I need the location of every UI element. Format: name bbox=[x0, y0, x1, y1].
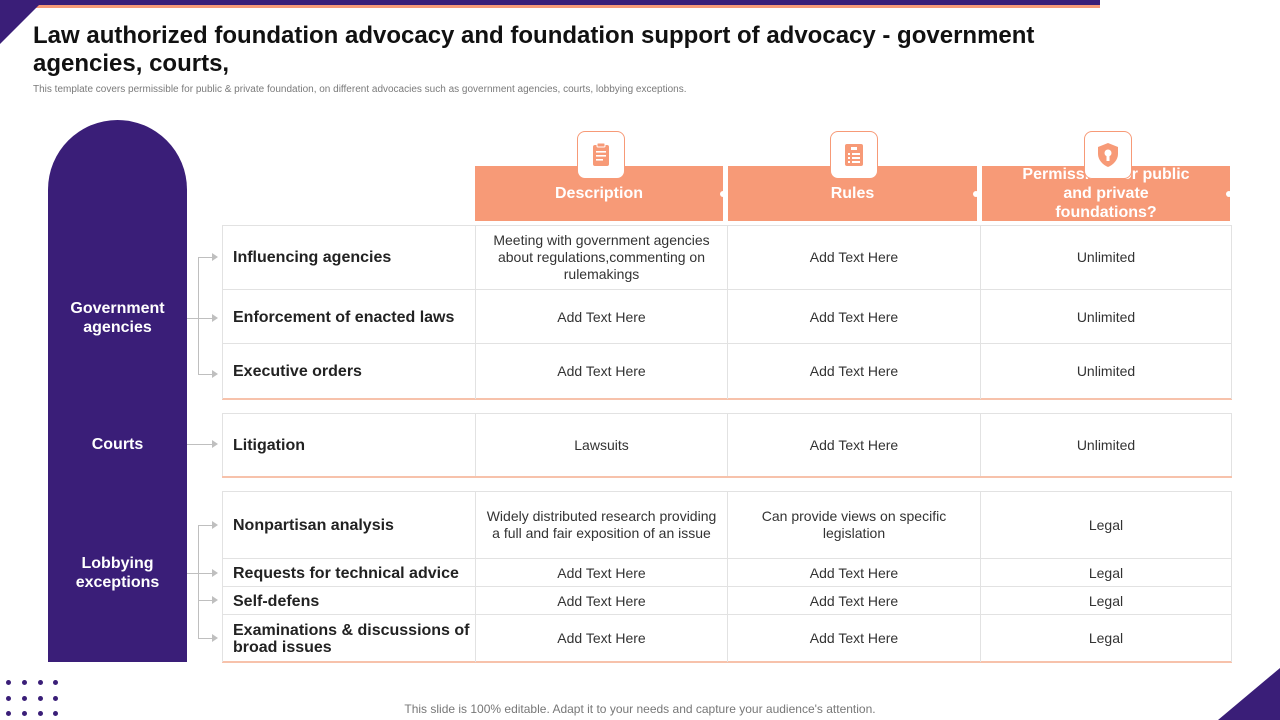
row-description: Add Text Here bbox=[475, 587, 727, 615]
row-label: Self-defens bbox=[222, 587, 475, 615]
table-row: Enforcement of enacted laws Add Text Her… bbox=[222, 289, 1232, 344]
row-rules: Add Text Here bbox=[727, 587, 980, 615]
connector-line bbox=[187, 573, 212, 574]
header-dot bbox=[973, 191, 979, 197]
row-rules: Add Text Here bbox=[727, 226, 980, 289]
slide-title: Law authorized foundation advocacy and f… bbox=[33, 22, 1035, 77]
header-dot bbox=[720, 191, 726, 197]
row-permissible: Unlimited bbox=[980, 226, 1232, 289]
connector-line bbox=[198, 257, 212, 258]
row-description: Meeting with government agencies about r… bbox=[475, 226, 727, 289]
row-label: Litigation bbox=[222, 414, 475, 476]
row-label: Enforcement of enacted laws bbox=[222, 290, 475, 344]
row-label: Examinations & discussions of broad issu… bbox=[222, 615, 475, 662]
connector-line bbox=[198, 525, 212, 526]
arrow-icon bbox=[212, 596, 218, 604]
row-permissible: Legal bbox=[980, 492, 1232, 558]
row-label: Requests for technical advice bbox=[222, 559, 475, 587]
connector-line bbox=[198, 374, 212, 375]
row-rules: Add Text Here bbox=[727, 559, 980, 587]
category-courts: Courts bbox=[91, 436, 144, 453]
table-row: Self-defens Add Text Here Add Text Here … bbox=[222, 586, 1232, 615]
list-document-icon bbox=[830, 131, 878, 179]
corner-decoration-top-left bbox=[0, 0, 44, 44]
row-rules: Add Text Here bbox=[727, 290, 980, 344]
clipboard-icon bbox=[577, 131, 625, 179]
table-row: Influencing agencies Meeting with govern… bbox=[222, 226, 1232, 289]
footer-note: This slide is 100% editable. Adapt it to… bbox=[404, 702, 876, 716]
row-permissible: Unlimited bbox=[980, 344, 1232, 399]
header-dot bbox=[1226, 191, 1232, 197]
connector-courts bbox=[187, 444, 212, 445]
connector-line bbox=[198, 638, 212, 639]
arrow-icon bbox=[212, 253, 218, 261]
row-description: Add Text Here bbox=[475, 559, 727, 587]
table-row: Executive orders Add Text Here Add Text … bbox=[222, 343, 1232, 399]
row-rules: Add Text Here bbox=[727, 414, 980, 476]
row-permissible: Legal bbox=[980, 587, 1232, 615]
row-permissible: Legal bbox=[980, 615, 1232, 662]
slide-subtitle: This template covers permissible for pub… bbox=[33, 84, 687, 95]
row-rules: Add Text Here bbox=[727, 344, 980, 399]
shield-lock-icon bbox=[1084, 131, 1132, 179]
connector-lobbying bbox=[198, 525, 199, 638]
row-description: Lawsuits bbox=[475, 414, 727, 476]
top-accent-stripe bbox=[0, 5, 1100, 8]
arrow-icon bbox=[212, 521, 218, 529]
header-rules-label: Rules bbox=[830, 185, 875, 202]
table-row: Nonpartisan analysis Widely distributed … bbox=[222, 492, 1232, 558]
row-description: Add Text Here bbox=[475, 615, 727, 662]
category-government: Government agencies bbox=[70, 300, 165, 336]
row-rules: Can provide views on specific legislatio… bbox=[727, 492, 980, 558]
connector-line bbox=[198, 600, 212, 601]
row-description: Add Text Here bbox=[475, 290, 727, 344]
row-permissible: Unlimited bbox=[980, 414, 1232, 476]
table-row: Examinations & discussions of broad issu… bbox=[222, 614, 1232, 662]
row-description: Add Text Here bbox=[475, 344, 727, 399]
table-courts: Litigation Lawsuits Add Text Here Unlimi… bbox=[222, 413, 1232, 478]
header-description-label: Description bbox=[554, 185, 643, 202]
row-label: Nonpartisan analysis bbox=[222, 492, 475, 558]
connector-line bbox=[187, 318, 212, 319]
row-label: Executive orders bbox=[222, 344, 475, 399]
arrow-icon bbox=[212, 634, 218, 642]
row-description: Widely distributed research providing a … bbox=[475, 492, 727, 558]
table-government: Influencing agencies Meeting with govern… bbox=[222, 225, 1232, 400]
table-lobbying: Nonpartisan analysis Widely distributed … bbox=[222, 491, 1232, 663]
category-panel bbox=[48, 120, 187, 662]
arrow-icon bbox=[212, 370, 218, 378]
connector-government bbox=[198, 257, 199, 374]
table-row: Litigation Lawsuits Add Text Here Unlimi… bbox=[222, 414, 1232, 476]
row-label: Influencing agencies bbox=[222, 226, 475, 289]
row-rules: Add Text Here bbox=[727, 615, 980, 662]
arrow-icon bbox=[212, 440, 218, 448]
header-description: Description bbox=[475, 166, 723, 221]
row-permissible: Unlimited bbox=[980, 290, 1232, 344]
category-lobbying: Lobbying exceptions bbox=[75, 555, 160, 591]
arrow-icon bbox=[212, 314, 218, 322]
row-permissible: Legal bbox=[980, 559, 1232, 587]
corner-decoration-bottom-right bbox=[1218, 668, 1280, 720]
table-row: Requests for technical advice Add Text H… bbox=[222, 558, 1232, 587]
top-accent-bar bbox=[0, 0, 1100, 5]
arrow-icon bbox=[212, 569, 218, 577]
